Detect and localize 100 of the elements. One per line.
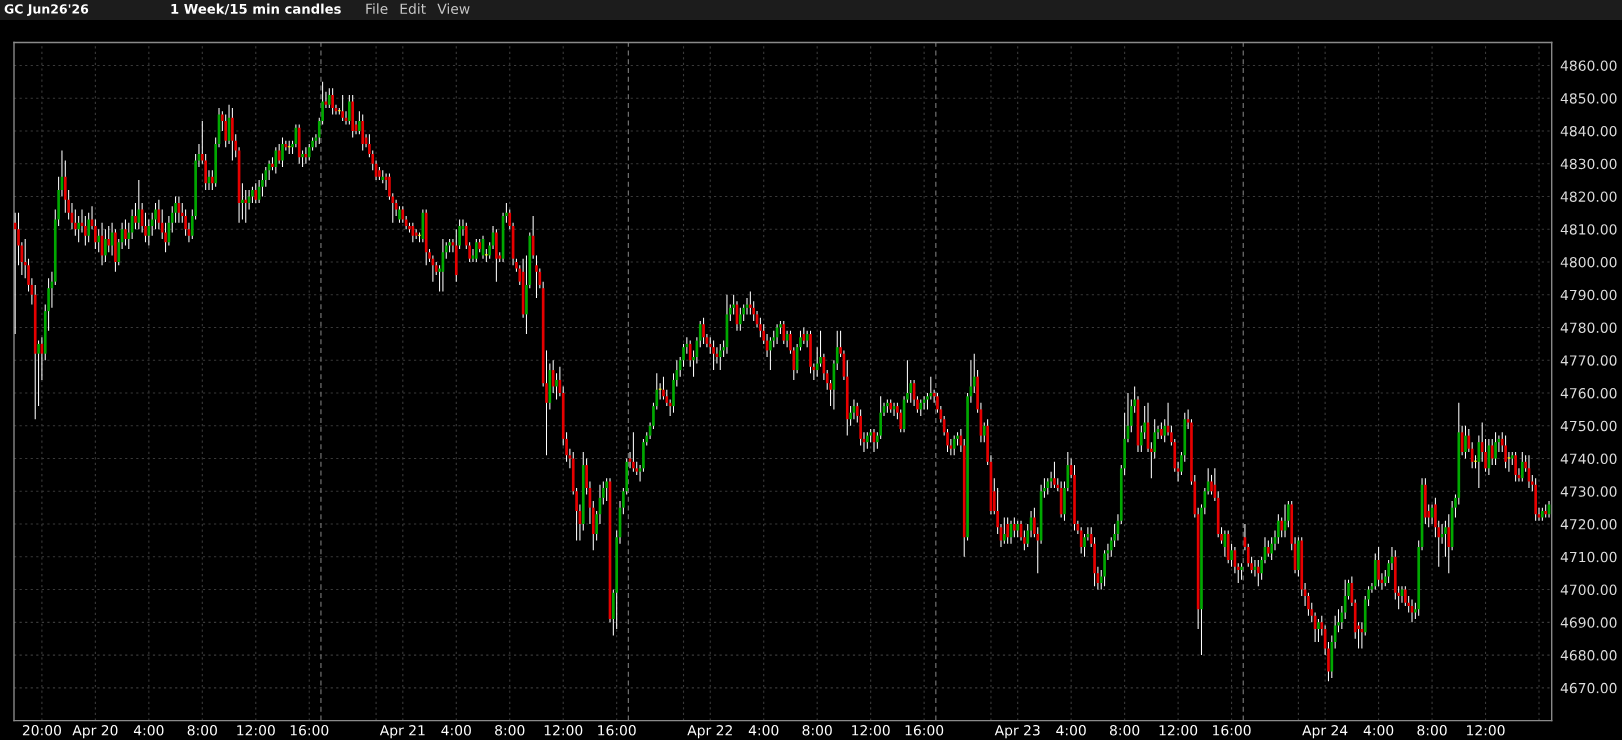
candlestick [535, 254, 538, 299]
x-tick-label: 12:00 [1159, 725, 1198, 736]
candlestick [14, 212, 17, 335]
candlestick [1079, 526, 1083, 555]
x-tick-label: 8:00 [1417, 725, 1447, 736]
y-tick-label: 4690.00 [1560, 617, 1617, 628]
y-tick-label: 4850.00 [1560, 93, 1617, 104]
candlestick [254, 182, 258, 204]
chart-title: GC Jun26'26 [4, 4, 89, 16]
x-tick-label: Apr 21 [379, 725, 425, 739]
x-tick-label: 8:00 [1109, 725, 1140, 736]
candlestick [632, 431, 635, 473]
candlestick [982, 421, 986, 443]
candlestick [1053, 461, 1056, 489]
y-tick-label: 4730.00 [1560, 486, 1617, 497]
candlestick [1002, 516, 1006, 545]
x-tick-label: 8:00 [187, 725, 217, 736]
x-tick-label: 4:00 [1056, 725, 1086, 736]
y-tick-label: 4680.00 [1560, 650, 1617, 661]
candlestick [137, 179, 141, 230]
x-tick-label: Apr 20 [72, 725, 118, 739]
y-tick-label: 4710.00 [1560, 551, 1617, 563]
candlestick [1447, 513, 1451, 574]
y-tick-label: 4810.00 [1560, 224, 1617, 235]
y-tick-label: 4750.00 [1560, 420, 1617, 432]
x-tick-label: 16:00 [905, 725, 944, 736]
x-tick-label: 4:00 [133, 725, 164, 736]
candlestick [474, 238, 478, 263]
x-tick-label: Apr 23 [994, 725, 1040, 739]
candlestick [1343, 579, 1347, 620]
candlestick [348, 94, 351, 125]
x-tick-label: 12:00 [237, 725, 275, 736]
candlestick [134, 202, 137, 230]
candlestick [952, 435, 956, 456]
x-tick-label: Apr 24 [1302, 725, 1348, 739]
candlestick [1013, 516, 1016, 538]
candlestick [712, 340, 715, 371]
candlestick [418, 231, 421, 243]
candlestick [1317, 618, 1320, 643]
candlestick [738, 307, 742, 332]
candlestick [358, 110, 361, 135]
candlestick [1464, 425, 1467, 460]
candlestick [281, 136, 284, 168]
y-tick-label: 4830.00 [1560, 158, 1617, 170]
candlestick [1444, 520, 1447, 558]
x-tick-label: 16:00 [598, 725, 636, 736]
x-tick-label: 12:00 [852, 725, 890, 736]
candlestick [211, 169, 214, 191]
chart-subtitle: 1 Week/15 min candles [171, 3, 341, 15]
x-tick-label: Apr 22 [687, 725, 732, 739]
x-tick-label: 8:00 [802, 725, 832, 736]
candlestick [274, 146, 278, 175]
candlestick [97, 228, 101, 253]
candlestick [718, 343, 722, 371]
x-tick-label: 16:00 [290, 725, 329, 736]
candlestick [341, 94, 344, 122]
candlestick [1467, 428, 1471, 453]
x-tick-label: 4:00 [441, 725, 471, 736]
x-tick-label: 4:00 [1363, 725, 1394, 736]
candlestick [1206, 467, 1210, 496]
candlestick [555, 372, 558, 401]
candlestick [331, 87, 334, 116]
candlestick [1256, 559, 1260, 587]
text: Edit [400, 3, 426, 15]
candlestick [1514, 451, 1517, 482]
x-tick-label: 20:00 [22, 725, 61, 736]
candlestick [104, 228, 107, 263]
text: File [366, 3, 388, 15]
y-tick-label: 4840.00 [1560, 125, 1617, 137]
y-tick-label: 4780.00 [1560, 322, 1617, 333]
candlestick [782, 320, 786, 345]
y-tick-label: 4740.00 [1560, 453, 1617, 465]
candlestick [1280, 516, 1284, 538]
candlestick [327, 87, 331, 109]
x-tick-label: 16:00 [1213, 725, 1251, 736]
y-tick-label: 4670.00 [1560, 682, 1617, 694]
candlestick [224, 114, 228, 148]
x-tick-label: 8:00 [495, 725, 525, 736]
candlestick [124, 218, 127, 247]
y-tick-label: 4770.00 [1560, 355, 1617, 366]
candlestick [702, 317, 705, 345]
candlestick [1490, 438, 1494, 466]
candlestick [605, 477, 608, 502]
y-tick-label: 4860.00 [1560, 60, 1617, 71]
candlestick [241, 182, 244, 220]
x-tick-label: 4:00 [748, 725, 779, 736]
candlestick [1470, 441, 1474, 469]
y-tick-label: 4700.00 [1560, 584, 1617, 596]
x-tick-label: 12:00 [1467, 725, 1505, 736]
y-tick-label: 4820.00 [1560, 191, 1617, 202]
candlestick [277, 143, 281, 165]
candlestick [37, 340, 40, 407]
text: View [437, 3, 470, 15]
y-tick-label: 4760.00 [1560, 387, 1617, 399]
x-tick-label: 12:00 [544, 725, 583, 736]
y-tick-label: 4720.00 [1560, 519, 1617, 530]
candlestick [244, 189, 248, 224]
candlestick [231, 107, 234, 161]
candlestick [1504, 435, 1507, 469]
candlestick [1230, 543, 1233, 568]
